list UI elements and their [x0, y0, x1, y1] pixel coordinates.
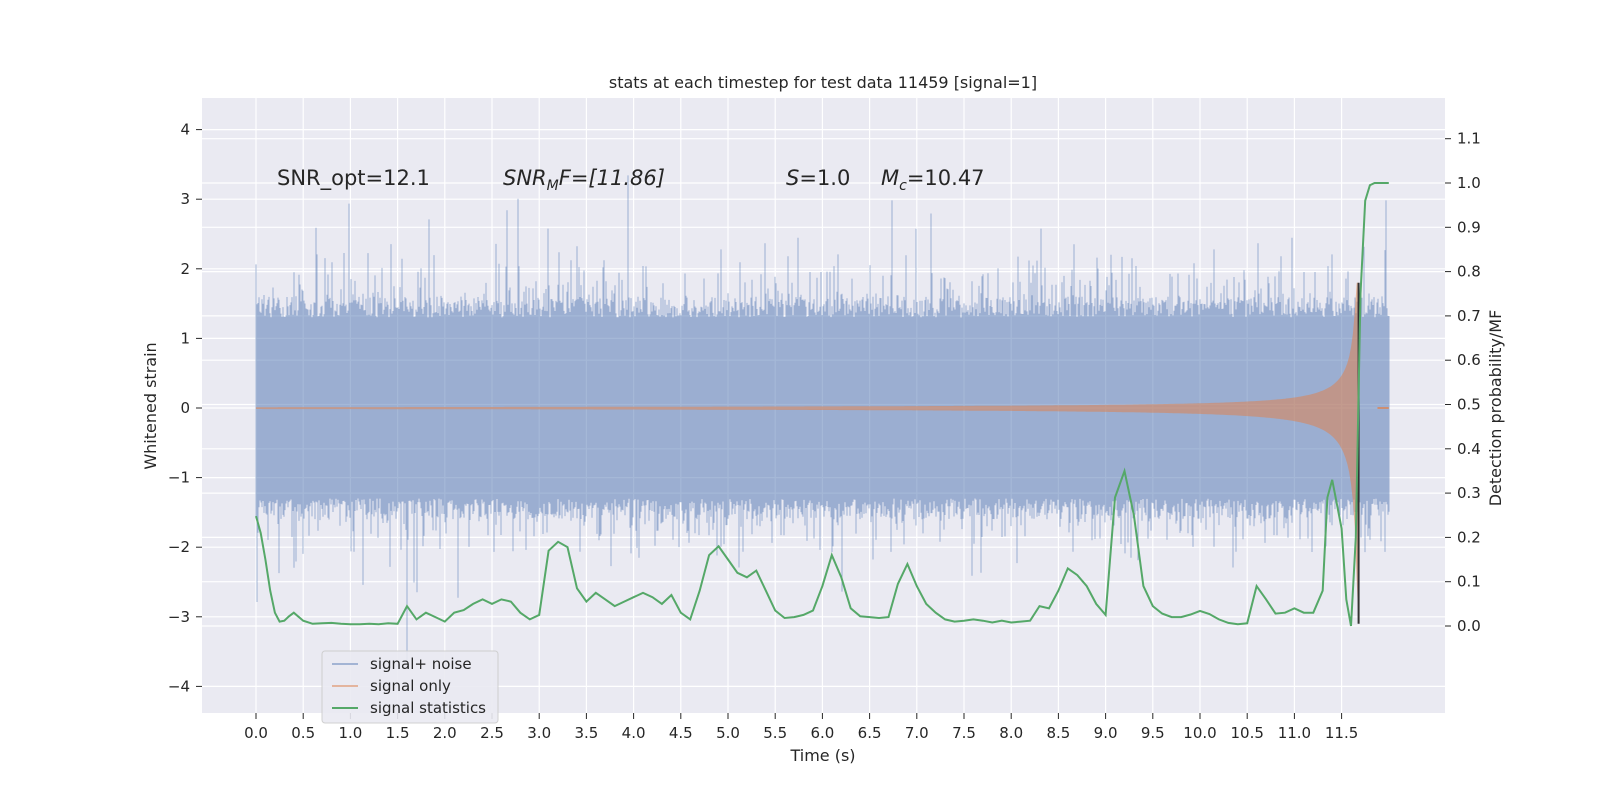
x-tick-label: 6.5 — [858, 724, 882, 742]
x-tick-label: 1.0 — [338, 724, 362, 742]
mc-italic: M — [881, 166, 899, 190]
x-tick-label: 8.5 — [1046, 724, 1070, 742]
x-tick-label: 3.5 — [574, 724, 598, 742]
s-italic: S — [786, 166, 799, 190]
x-tick-label: 0.5 — [291, 724, 315, 742]
x-tick-label: 4.0 — [622, 724, 646, 742]
legend-box — [321, 650, 499, 724]
legend-label-signal-only: signal only — [370, 677, 451, 695]
y-left-tick-label: −4 — [168, 677, 190, 695]
x-tick-label: 5.0 — [716, 724, 740, 742]
y-right-tick-label: 0.3 — [1457, 484, 1481, 502]
chart-title: stats at each timestep for test data 114… — [609, 73, 1037, 92]
y-right-tick-label: 1.0 — [1457, 174, 1481, 192]
x-tick-label: 1.5 — [386, 724, 410, 742]
y-left-tick-label: −1 — [168, 469, 190, 487]
legend-label-signal-plus-noise: signal+ noise — [370, 655, 472, 673]
mc-rest: =10.47 — [907, 166, 985, 190]
y-right-tick-label: 0.8 — [1457, 263, 1481, 281]
x-tick-label: 7.5 — [952, 724, 976, 742]
x-tick-label: 11.0 — [1278, 724, 1311, 742]
legend: signal+ noise signal only signal statist… — [321, 650, 499, 724]
x-tick-label: 9.0 — [1094, 724, 1118, 742]
y-right-tick-label: 0.6 — [1457, 351, 1481, 369]
y-right-tick-label: 0.5 — [1457, 396, 1481, 414]
x-tick-label: 7.0 — [905, 724, 929, 742]
y-left-tick-label: 2 — [180, 260, 190, 278]
legend-label-signal-statistics: signal statistics — [370, 699, 486, 717]
x-tick-label: 5.5 — [763, 724, 787, 742]
y-left-tick-label: 1 — [180, 329, 190, 347]
x-tick-label: 8.0 — [999, 724, 1023, 742]
s-annotation: S=1.0 — [786, 166, 850, 190]
mc-annotation: Mc=10.47 — [881, 166, 985, 194]
x-tick-label: 4.5 — [669, 724, 693, 742]
x-axis-ticks: 0.0 0.5 1.0 1.5 2.0 2.5 3.0 3.5 4.0 4.5 5.0 5.5 6.0 6… — [244, 713, 1358, 742]
snr-opt-annotation: SNR_opt=12.1 — [277, 166, 430, 191]
y-axis-right-label: Detection probability/MF — [1486, 310, 1505, 507]
y-left-tick-label: 4 — [180, 121, 190, 139]
y-right-tick-label: 1.1 — [1457, 130, 1481, 148]
x-tick-label: 10.0 — [1183, 724, 1216, 742]
x-tick-label: 6.0 — [810, 724, 834, 742]
mc-sub: c — [899, 178, 907, 194]
y-right-tick-label: 0.7 — [1457, 307, 1481, 325]
y-axis-right-ticks: 0.0 0.1 0.2 0.3 0.4 0.5 0.6 0.7 0.8 0.9 1.0 1.1 — [1445, 130, 1481, 635]
y-left-tick-label: −3 — [168, 608, 190, 626]
snr-mf-annotation: SNRMF=[11.86] — [503, 166, 665, 194]
x-axis-label: Time (s) — [789, 746, 855, 765]
x-tick-label: 2.5 — [480, 724, 504, 742]
y-axis-left-ticks: −4 −3 −2 −1 0 1 2 3 4 — [168, 121, 202, 695]
signal-only-series — [256, 282, 1389, 624]
y-right-tick-label: 0.0 — [1457, 617, 1481, 635]
y-right-tick-label: 0.1 — [1457, 573, 1481, 591]
x-tick-label: 2.0 — [433, 724, 457, 742]
x-tick-label: 3.0 — [527, 724, 551, 742]
x-tick-label: 10.5 — [1230, 724, 1263, 742]
y-right-tick-label: 0.2 — [1457, 528, 1481, 546]
y-left-tick-label: −2 — [168, 538, 190, 556]
y-axis-left-label: Whitened strain — [141, 342, 160, 469]
y-right-tick-label: 0.4 — [1457, 440, 1481, 458]
y-left-tick-label: 0 — [180, 399, 190, 417]
signal-statistics-series — [255, 182, 1389, 627]
x-tick-label: 0.0 — [244, 724, 268, 742]
snr-mf-rest: F=[11.86] — [559, 166, 665, 190]
y-left-tick-label: 3 — [180, 190, 190, 208]
x-tick-label: 11.5 — [1325, 724, 1358, 742]
y-right-tick-label: 0.9 — [1457, 218, 1481, 236]
s-rest: =1.0 — [799, 166, 850, 190]
x-tick-label: 9.5 — [1141, 724, 1165, 742]
signal-statistics-line — [255, 182, 1389, 627]
snr-mf-sub: M — [547, 178, 559, 194]
snr-mf-main: SNR — [503, 166, 547, 190]
